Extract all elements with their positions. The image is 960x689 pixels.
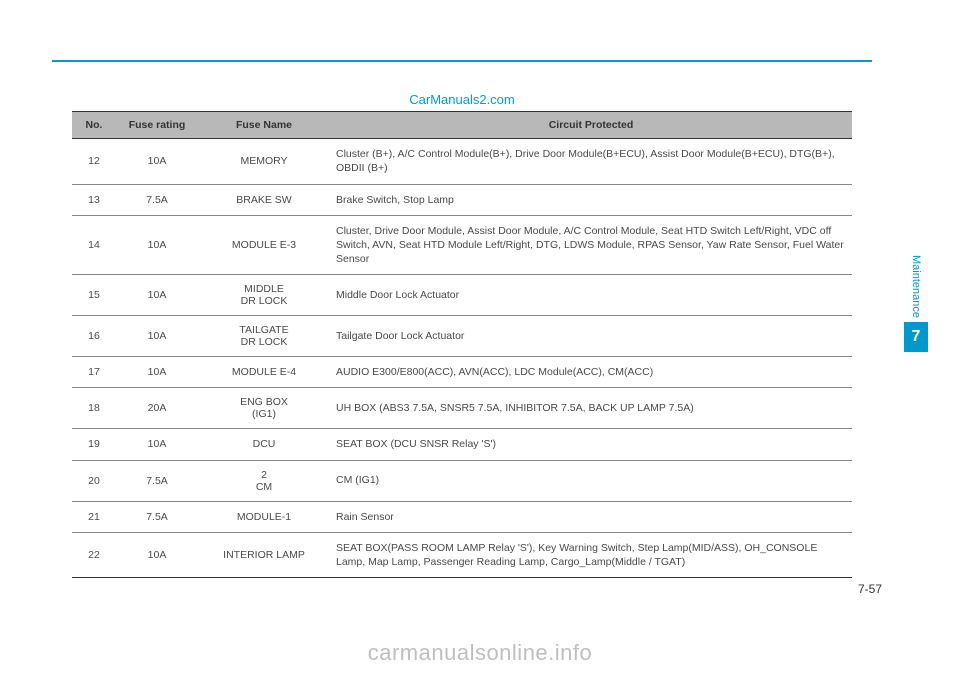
table-row: 207.5A2 CMCM (IG1) (72, 460, 852, 501)
cell-rating: 7.5A (116, 184, 198, 215)
cell-rating: 10A (116, 532, 198, 577)
cell-fuse-name: MODULE E-4 (198, 357, 330, 388)
col-header-rating: Fuse rating (116, 112, 198, 139)
cell-fuse-name: INTERIOR LAMP (198, 532, 330, 577)
cell-circuit: Cluster (B+), A/C Control Module(B+), Dr… (330, 139, 852, 184)
cell-fuse-name: DCU (198, 429, 330, 460)
cell-no: 16 (72, 316, 116, 357)
cell-no: 14 (72, 215, 116, 275)
cell-circuit: AUDIO E300/E800(ACC), AVN(ACC), LDC Modu… (330, 357, 852, 388)
top-rule (52, 60, 872, 62)
cell-no: 17 (72, 357, 116, 388)
cell-fuse-name: TAILGATE DR LOCK (198, 316, 330, 357)
cell-fuse-name: MEMORY (198, 139, 330, 184)
cell-circuit: SEAT BOX (DCU SNSR Relay 'S') (330, 429, 852, 460)
cell-fuse-name: MIDDLE DR LOCK (198, 275, 330, 316)
table-row: 1210AMEMORYCluster (B+), A/C Control Mod… (72, 139, 852, 184)
table-row: 217.5AMODULE-1Rain Sensor (72, 501, 852, 532)
cell-rating: 7.5A (116, 460, 198, 501)
table-row: 1710AMODULE E-4AUDIO E300/E800(ACC), AVN… (72, 357, 852, 388)
section-number-box: 7 (904, 322, 928, 352)
cell-circuit: Brake Switch, Stop Lamp (330, 184, 852, 215)
cell-fuse-name: 2 CM (198, 460, 330, 501)
page-content: CarManuals2.com No. Fuse rating Fuse Nam… (72, 60, 852, 578)
cell-circuit: SEAT BOX(PASS ROOM LAMP Relay 'S'), Key … (330, 532, 852, 577)
cell-no: 18 (72, 388, 116, 429)
cell-rating: 10A (116, 275, 198, 316)
cell-circuit: Tailgate Door Lock Actuator (330, 316, 852, 357)
cell-rating: 20A (116, 388, 198, 429)
col-header-name: Fuse Name (198, 112, 330, 139)
table-row: 1510AMIDDLE DR LOCKMiddle Door Lock Actu… (72, 275, 852, 316)
cell-no: 22 (72, 532, 116, 577)
cell-no: 21 (72, 501, 116, 532)
col-header-circuit: Circuit Protected (330, 112, 852, 139)
cell-rating: 7.5A (116, 501, 198, 532)
table-row: 1820AENG BOX (IG1)UH BOX (ABS3 7.5A, SNS… (72, 388, 852, 429)
section-number: 7 (912, 328, 921, 346)
section-label: Maintenance (910, 255, 922, 318)
cell-fuse-name: BRAKE SW (198, 184, 330, 215)
cell-no: 12 (72, 139, 116, 184)
table-row: 1410AMODULE E-3Cluster, Drive Door Modul… (72, 215, 852, 275)
table-row: 137.5ABRAKE SWBrake Switch, Stop Lamp (72, 184, 852, 215)
table-row: 1610ATAILGATE DR LOCKTailgate Door Lock … (72, 316, 852, 357)
page-number: 7-57 (858, 582, 882, 596)
cell-circuit: Middle Door Lock Actuator (330, 275, 852, 316)
cell-fuse-name: ENG BOX (IG1) (198, 388, 330, 429)
table-row: 1910ADCUSEAT BOX (DCU SNSR Relay 'S') (72, 429, 852, 460)
cell-rating: 10A (116, 215, 198, 275)
cell-circuit: UH BOX (ABS3 7.5A, SNSR5 7.5A, INHIBITOR… (330, 388, 852, 429)
cell-rating: 10A (116, 139, 198, 184)
cell-circuit: CM (IG1) (330, 460, 852, 501)
cell-rating: 10A (116, 316, 198, 357)
cell-circuit: Rain Sensor (330, 501, 852, 532)
table-header-row: No. Fuse rating Fuse Name Circuit Protec… (72, 112, 852, 139)
fuse-table: No. Fuse rating Fuse Name Circuit Protec… (72, 111, 852, 578)
side-tab: Maintenance 7 (904, 255, 928, 352)
cell-circuit: Cluster, Drive Door Module, Assist Door … (330, 215, 852, 275)
col-header-no: No. (72, 112, 116, 139)
cell-no: 13 (72, 184, 116, 215)
cell-no: 15 (72, 275, 116, 316)
table-row: 2210AINTERIOR LAMPSEAT BOX(PASS ROOM LAM… (72, 532, 852, 577)
cell-fuse-name: MODULE-1 (198, 501, 330, 532)
cell-rating: 10A (116, 429, 198, 460)
cell-no: 19 (72, 429, 116, 460)
cell-no: 20 (72, 460, 116, 501)
watermark-top: CarManuals2.com (72, 92, 852, 107)
cell-fuse-name: MODULE E-3 (198, 215, 330, 275)
cell-rating: 10A (116, 357, 198, 388)
watermark-bottom: carmanualsonline.info (0, 640, 960, 666)
